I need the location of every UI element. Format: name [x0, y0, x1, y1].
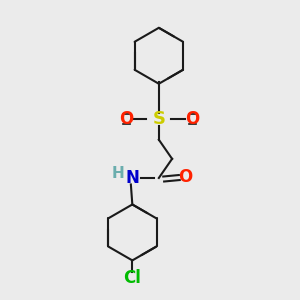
Text: N: N [125, 169, 139, 187]
Text: Cl: Cl [123, 269, 141, 287]
Text: O: O [186, 110, 200, 128]
Text: H: H [111, 166, 124, 181]
Text: O: O [178, 167, 193, 185]
Text: O: O [119, 110, 134, 128]
Text: S: S [152, 110, 165, 128]
